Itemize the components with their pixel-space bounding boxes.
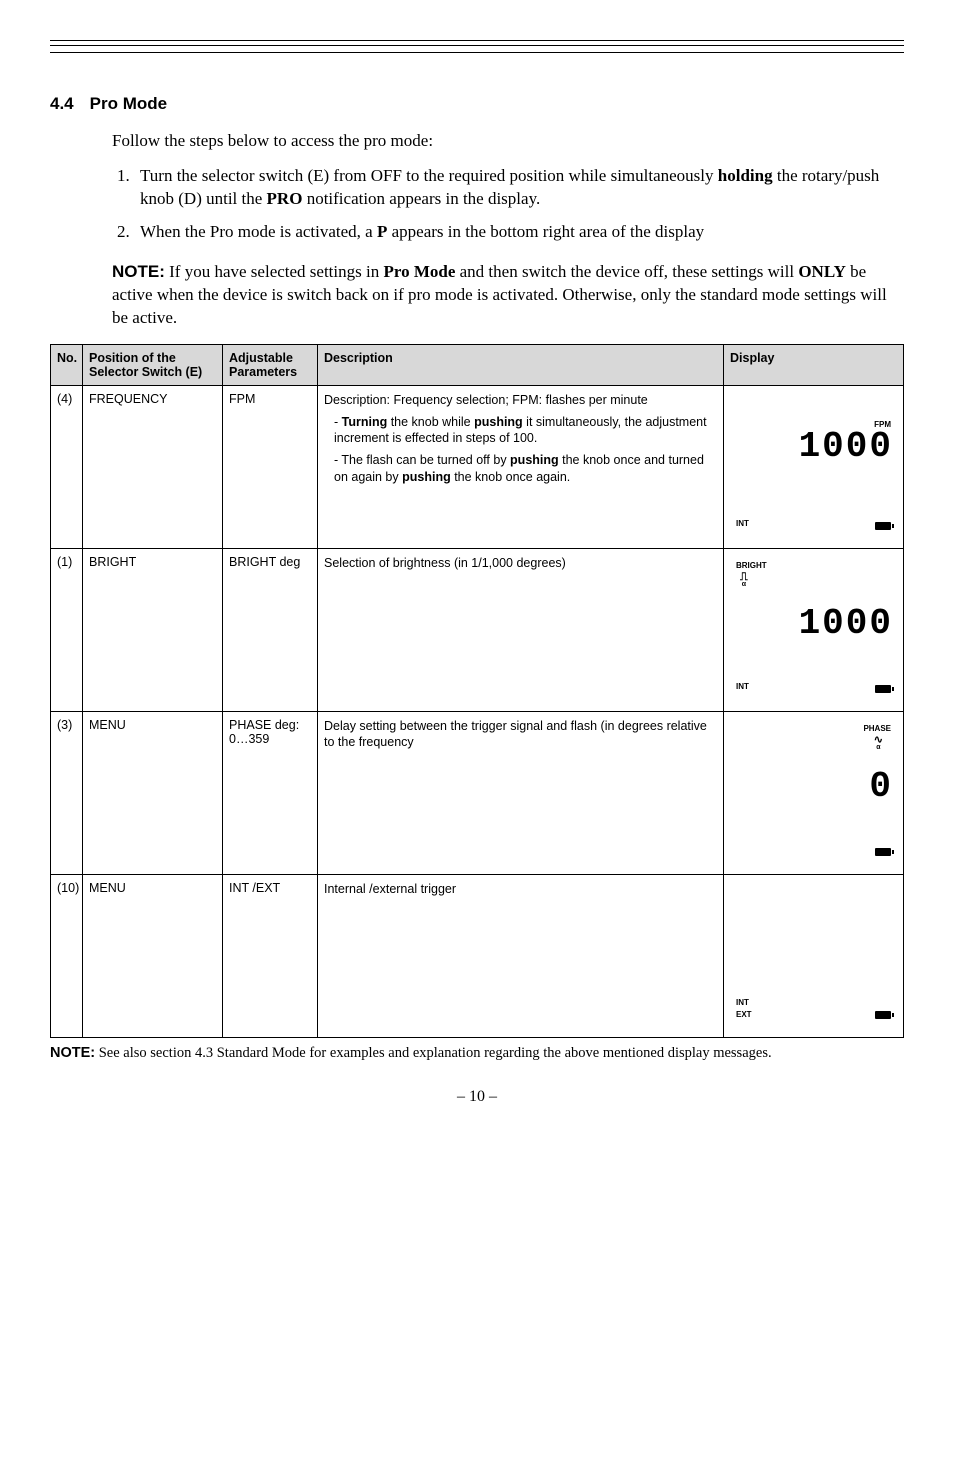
step-2-text-b: appears in the bottom right area of the … — [387, 222, 704, 241]
step-1-text-a: Turn the selector switch (E) from OFF to… — [140, 166, 718, 185]
table-row: (3) MENU PHASE deg: 0…359 Delay setting … — [51, 711, 904, 874]
battery-icon — [875, 848, 891, 856]
note-d: ONLY — [798, 262, 846, 281]
disp-int-label: INT — [736, 519, 749, 528]
th-desc: Description — [318, 344, 724, 385]
cell-desc: Internal /external trigger — [318, 874, 724, 1037]
th-disp: Display — [724, 344, 904, 385]
cell-pos: MENU — [83, 711, 223, 874]
cell-pos: BRIGHT — [83, 548, 223, 711]
footnote-text: See also section 4.3 Standard Mode for e… — [95, 1045, 771, 1061]
step-1-text-c: notification appears in the display. — [302, 189, 540, 208]
cell-no: (3) — [51, 711, 83, 874]
pro-mode-table: No. Position of the Selector Switch (E) … — [50, 344, 904, 1038]
cell-adj: BRIGHT deg — [223, 548, 318, 711]
intro-text: Follow the steps below to access the pro… — [112, 131, 894, 151]
cell-no: (10) — [51, 874, 83, 1037]
square-wave-icon: ⎍α — [740, 573, 748, 589]
desc-line-1: Selection of brightness (in 1/1,000 degr… — [324, 555, 717, 571]
disp-value: 1000 — [799, 603, 893, 644]
step-2: When the Pro mode is activated, a P appe… — [134, 221, 894, 244]
disp-ext-label: EXT — [736, 1010, 752, 1019]
disp-tag-bright: BRIGHT — [736, 561, 767, 570]
battery-icon — [875, 522, 891, 530]
note-a: If you have selected settings in — [165, 262, 384, 281]
display-preview: BRIGHT ⎍α 1000 INT — [730, 555, 897, 705]
note-paragraph: NOTE: If you have selected settings in P… — [112, 261, 894, 330]
cell-adj: PHASE deg: 0…359 — [223, 711, 318, 874]
step-1-bold-2: PRO — [267, 189, 303, 208]
disp-int-label: INT — [736, 998, 749, 1007]
display-preview: FPM 1000 INT — [730, 392, 897, 542]
cell-display: FPM 1000 INT — [724, 385, 904, 548]
th-no: No. — [51, 344, 83, 385]
desc-line-2: - Turning the knob while pushing it simu… — [324, 414, 717, 447]
cell-desc: Delay setting between the trigger signal… — [318, 711, 724, 874]
disp-int-label: INT — [736, 682, 749, 691]
desc-line-3: - The flash can be turned off by pushing… — [324, 452, 717, 485]
step-2-bold: P — [377, 222, 387, 241]
table-header-row: No. Position of the Selector Switch (E) … — [51, 344, 904, 385]
steps-list: Turn the selector switch (E) from OFF to… — [112, 165, 894, 244]
footnote: NOTE: See also section 4.3 Standard Mode… — [50, 1044, 904, 1063]
section-title: Pro Mode — [90, 94, 167, 114]
cell-adj: INT /EXT — [223, 874, 318, 1037]
page-number: – 10 – — [50, 1088, 904, 1106]
cell-display: PHASE ∿α 0 — [724, 711, 904, 874]
cell-desc: Selection of brightness (in 1/1,000 degr… — [318, 548, 724, 711]
header-double-rule — [50, 40, 904, 46]
desc-line-1: Delay setting between the trigger signal… — [324, 718, 717, 751]
cell-no: (1) — [51, 548, 83, 711]
note-label: NOTE: — [112, 262, 165, 281]
cell-pos: FREQUENCY — [83, 385, 223, 548]
header-single-rule — [50, 52, 904, 54]
step-2-text-a: When the Pro mode is activated, a — [140, 222, 377, 241]
section-number: 4.4 — [50, 94, 74, 114]
cell-display: INT EXT — [724, 874, 904, 1037]
cell-desc: Description: Frequency selection; FPM: f… — [318, 385, 724, 548]
cell-pos: MENU — [83, 874, 223, 1037]
note-b: Pro Mode — [383, 262, 455, 281]
battery-icon — [875, 1011, 891, 1019]
table-row: (4) FREQUENCY FPM Description: Frequency… — [51, 385, 904, 548]
disp-tag-phase: PHASE — [863, 724, 891, 733]
display-preview: INT EXT — [730, 881, 897, 1031]
desc-line-1: Description: Frequency selection; FPM: f… — [324, 392, 717, 408]
disp-value: 1000 — [799, 426, 893, 467]
footnote-label: NOTE: — [50, 1045, 95, 1061]
step-1-bold-1: holding — [718, 166, 773, 185]
step-1: Turn the selector switch (E) from OFF to… — [134, 165, 894, 211]
battery-icon — [875, 685, 891, 693]
cell-no: (4) — [51, 385, 83, 548]
sine-wave-icon: ∿α — [874, 736, 883, 752]
th-adj: Adjustable Parameters — [223, 344, 318, 385]
desc-line-1: Internal /external trigger — [324, 881, 717, 897]
cell-display: BRIGHT ⎍α 1000 INT — [724, 548, 904, 711]
note-c: and then switch the device off, these se… — [455, 262, 798, 281]
section-heading: 4.4 Pro Mode — [50, 94, 904, 114]
cell-adj: FPM — [223, 385, 318, 548]
th-pos: Position of the Selector Switch (E) — [83, 344, 223, 385]
table-row: (10) MENU INT /EXT Internal /external tr… — [51, 874, 904, 1037]
display-preview: PHASE ∿α 0 — [730, 718, 897, 868]
table-row: (1) BRIGHT BRIGHT deg Selection of brigh… — [51, 548, 904, 711]
disp-value: 0 — [869, 766, 893, 807]
